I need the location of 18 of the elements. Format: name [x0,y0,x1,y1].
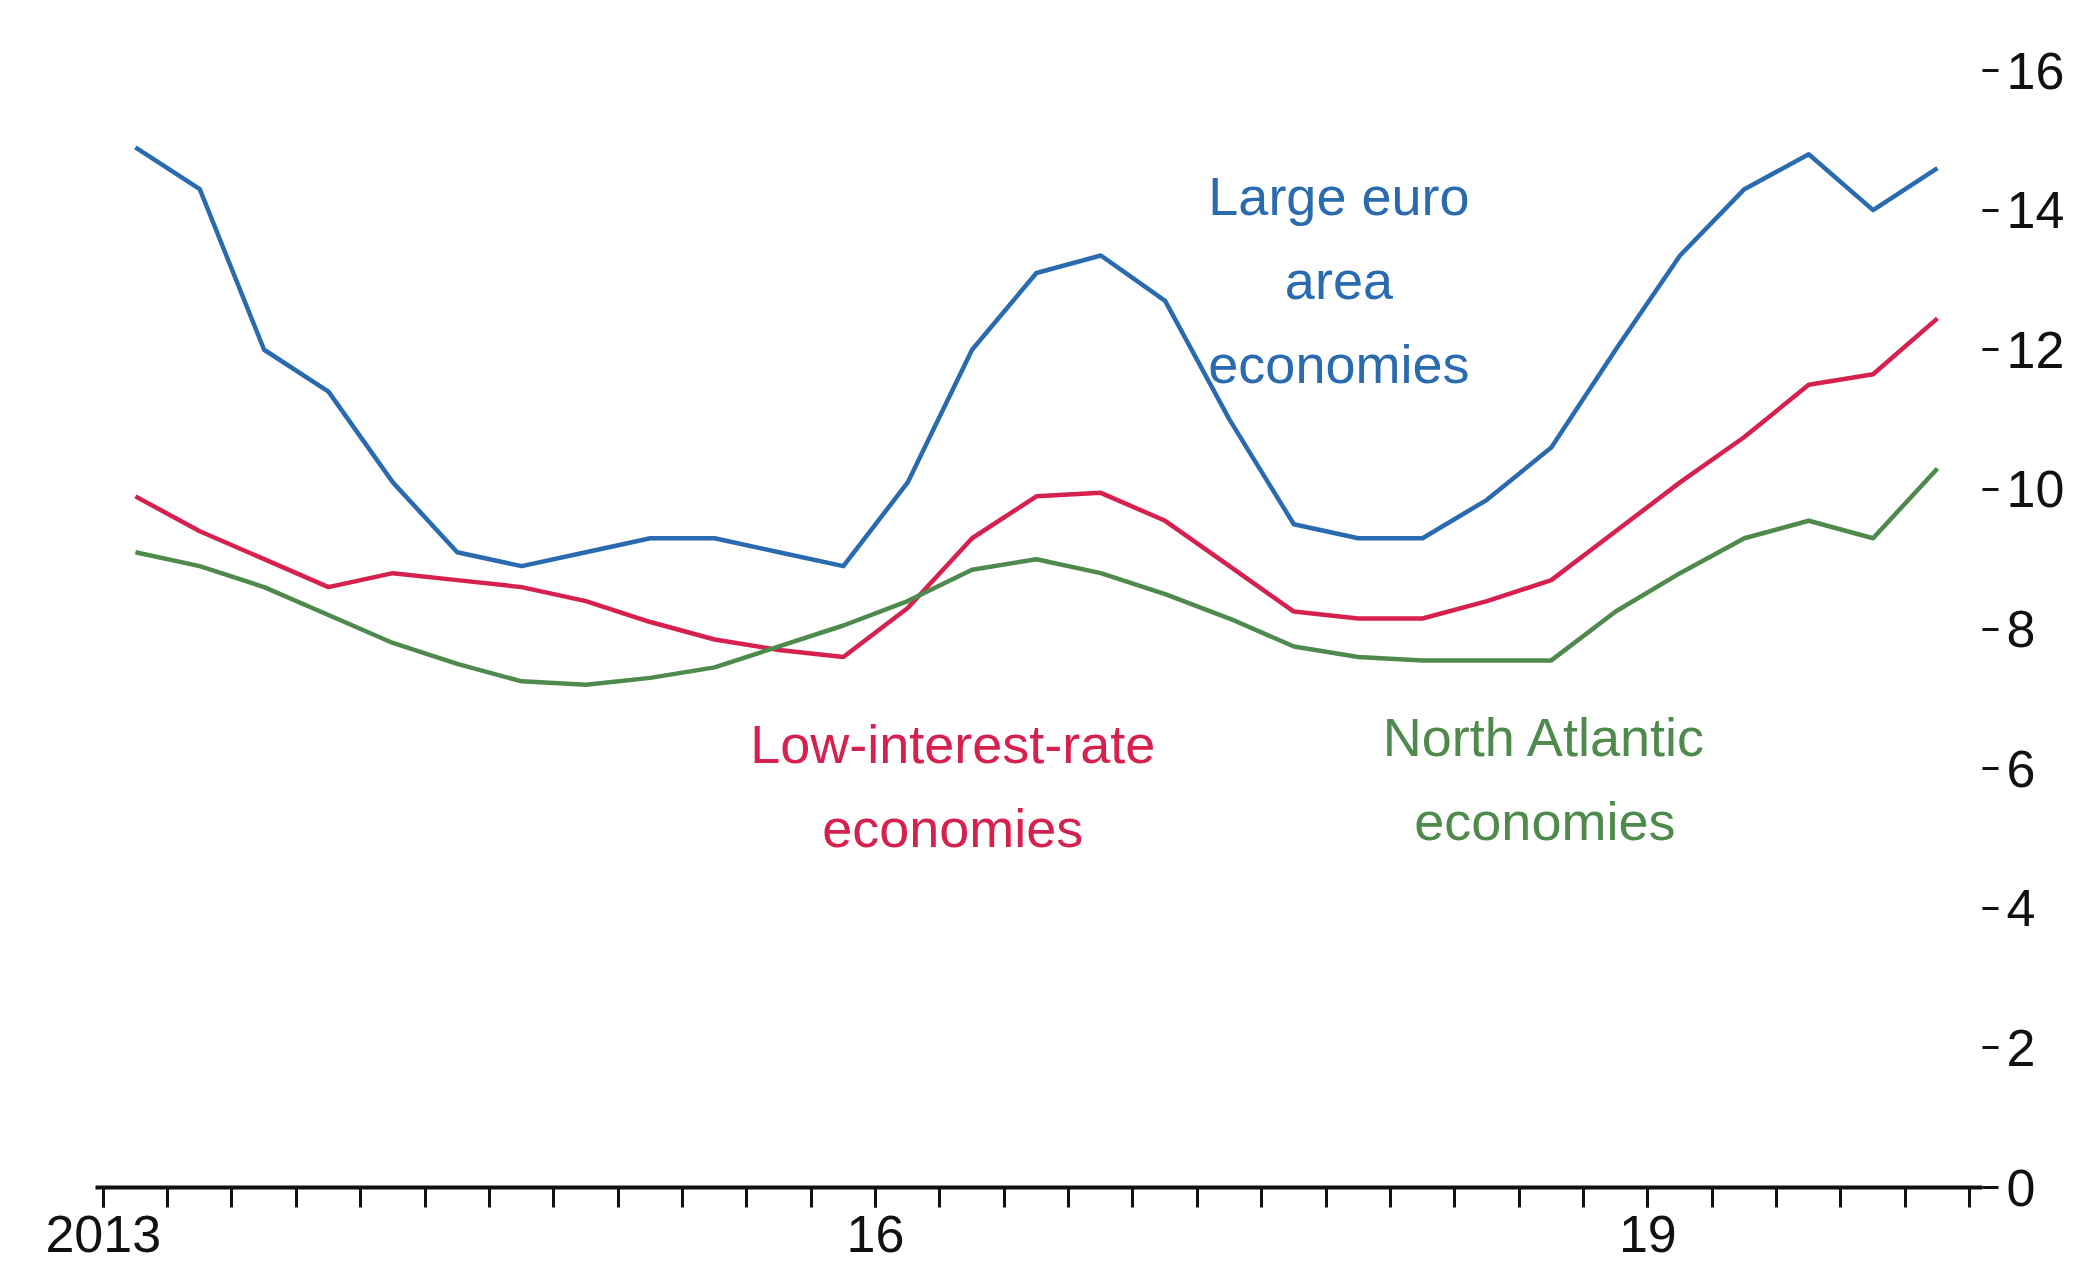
series-label: Large euro area economies [1208,166,1470,394]
line-series [133,466,1940,688]
y-tick-label: 8 [2006,600,2036,658]
y-tick-label: 4 [2006,879,2036,938]
y-tick-label: 10 [2006,460,2065,519]
y-tick-label: 2 [2006,1018,2036,1077]
line-series [133,145,1940,569]
x-tick-label: 2013 [45,1204,162,1263]
x-tick-label: 19 [1618,1204,1677,1263]
series-label: Low-interest-rate economies [750,714,1156,858]
series-label: North Atlantic economies [1382,707,1704,851]
y-tick-label: 16 [2006,41,2065,100]
y-tick-label: 14 [2006,181,2065,240]
y-tick-label: 6 [2006,739,2036,798]
y-tick-label: 0 [2006,1158,2036,1217]
x-tick-label: 16 [846,1204,905,1263]
y-tick-label: 12 [2006,320,2065,379]
line-series [133,316,1940,660]
